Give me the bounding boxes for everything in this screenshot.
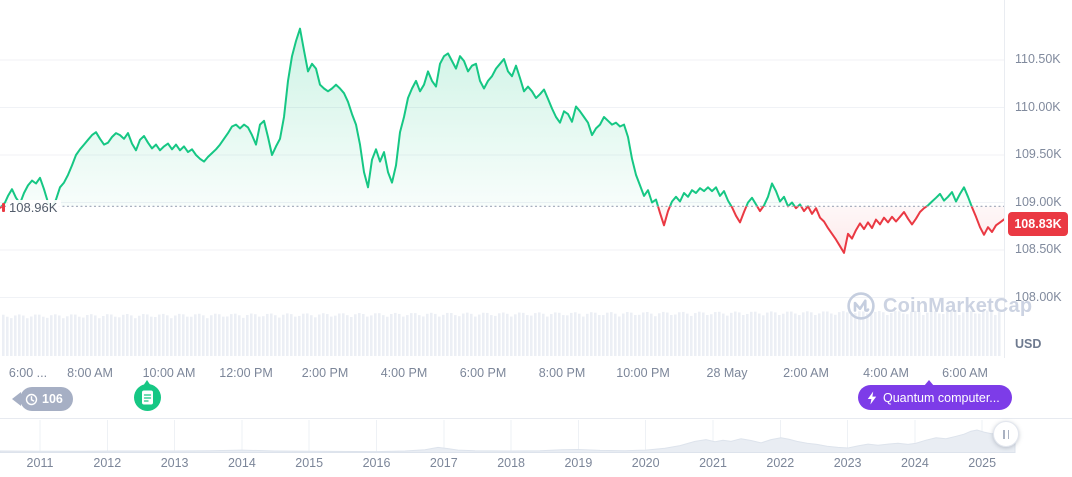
navigator-drag-handle[interactable] — [993, 421, 1019, 447]
year-label: 2013 — [160, 456, 189, 470]
year-label: 2015 — [295, 456, 324, 470]
year-label: 2024 — [900, 456, 929, 470]
year-label: 2023 — [833, 456, 862, 470]
date-range-navigator[interactable] — [0, 419, 1072, 453]
document-icon — [142, 390, 153, 405]
year-label: 2022 — [766, 456, 795, 470]
year-label: 2021 — [699, 456, 727, 470]
currency-unit-label: USD — [1015, 337, 1042, 351]
year-label: 2014 — [227, 456, 256, 470]
history-count: 106 — [42, 392, 63, 406]
time-tick-label: 6:00 PM — [459, 366, 507, 380]
lightning-icon — [867, 391, 877, 404]
price-tick-label: 109.00K — [1015, 194, 1062, 209]
time-tick-label: 4:00 PM — [380, 366, 428, 380]
time-tick-label: 28 May — [706, 366, 748, 380]
time-tick-label: 10:00 AM — [142, 366, 196, 380]
time-tick-label: 2:00 AM — [783, 366, 829, 380]
year-label: 2018 — [497, 456, 525, 470]
time-tick-label: 12:00 PM — [219, 366, 273, 380]
year-label: 2012 — [93, 456, 122, 470]
time-tick-label: 4:00 AM — [863, 366, 909, 380]
baseline-price-label: 108.96K — [2, 199, 62, 215]
time-tick-label: 8:00 PM — [538, 366, 586, 380]
event-annotation-badge[interactable]: Quantum computer... — [858, 380, 1012, 410]
time-tick-label: 2:00 PM — [301, 366, 349, 380]
event-label: Quantum computer... — [883, 390, 1000, 405]
year-axis: 2011 2012 2013 2014 2015 2016 2017 2018 2019 2020… — [0, 456, 1072, 472]
navigator-separator — [0, 418, 1072, 419]
price-tick-label: 110.00K — [1015, 99, 1061, 114]
year-label: 2025 — [968, 456, 997, 470]
year-label: 2020 — [631, 456, 660, 470]
year-label: 2011 — [26, 456, 54, 470]
year-label: 2019 — [564, 456, 593, 470]
current-price-badge: 108.83K — [1008, 212, 1068, 236]
price-chart-plot[interactable] — [0, 0, 1005, 360]
price-tick-label: 110.50K — [1015, 52, 1061, 66]
price-axis: USD 110.50K 110.00K 109.50K 109.00K 108.50K 1… — [1005, 0, 1072, 360]
price-tick-label: 108.50K — [1015, 242, 1062, 256]
price-tick-label: 109.50K — [1015, 147, 1062, 161]
time-tick-label: 10:00 PM — [616, 366, 670, 380]
year-label: 2017 — [429, 456, 458, 470]
history-count-badge[interactable]: 106 — [12, 387, 73, 411]
clock-icon — [25, 393, 38, 405]
price-tick-label: 108.00K — [1015, 289, 1062, 304]
watermark-text: CoinMarketCap — [883, 294, 1033, 317]
time-tick-label: 6:00 AM — [942, 366, 988, 380]
baseline-red-tick — [2, 202, 5, 212]
time-tick-label: 6:00 ... — [8, 366, 48, 380]
coinmarketcap-watermark: CoinMarketCap — [846, 291, 1032, 321]
news-annotation-badge[interactable] — [134, 380, 161, 411]
year-label: 2016 — [362, 456, 391, 470]
time-axis: 6:00 ... 8:00 AM 10:00 AM 12:00 PM 2:00 PM 4:… — [0, 366, 1005, 381]
coinmarketcap-logo-icon — [847, 292, 875, 320]
time-tick-label: 8:00 AM — [67, 366, 113, 380]
